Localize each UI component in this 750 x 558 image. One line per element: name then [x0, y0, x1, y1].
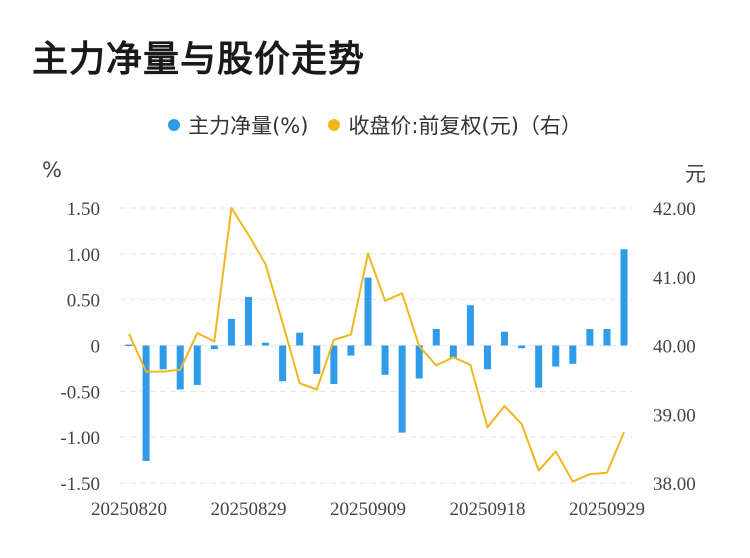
left-tick-label: -0.50 [60, 382, 100, 403]
net-flow-bar [501, 331, 509, 346]
close-price-line [128, 207, 625, 483]
legend-dot-net-flow [168, 119, 181, 131]
x-tick-label: 20250918 [449, 499, 525, 520]
net-flow-bar [330, 345, 338, 384]
left-tick-label: 0 [91, 337, 101, 358]
right-axis-unit: 元 [685, 162, 706, 186]
left-tick-label: -1.50 [60, 474, 100, 495]
net-flow-bar [415, 345, 423, 379]
net-flow-bar [398, 345, 406, 433]
right-tick-label: 41.00 [653, 268, 696, 289]
left-tick-label: -1.00 [60, 428, 100, 449]
net-flow-bar [210, 345, 218, 350]
net-flow-bar [620, 249, 628, 346]
x-tick-label: 20250909 [330, 499, 406, 520]
x-tick-label: 20250820 [91, 499, 167, 520]
net-flow-bar [296, 332, 304, 346]
net-flow-bar [227, 318, 235, 346]
net-flow-bar [603, 329, 611, 346]
legend-item-close-price[interactable]: 收盘价:前复权(元)（右） [328, 110, 582, 140]
net-flow-bar [569, 345, 577, 364]
left-tick-label: 1.50 [67, 199, 100, 220]
right-tick-label: 40.00 [653, 337, 696, 358]
legend-label-net-flow: 主力净量(%) [188, 114, 309, 138]
right-tick-label: 42.00 [653, 199, 696, 220]
net-flow-bar [262, 342, 270, 346]
net-flow-bar [193, 345, 201, 385]
left-axis-unit: % [42, 158, 62, 182]
net-flow-bar [466, 305, 474, 346]
right-tick-label: 38.00 [653, 474, 696, 495]
net-flow-bar [347, 345, 355, 356]
legend-dot-close-price [328, 119, 341, 131]
chart-title: 主力净量与股价走势 [32, 39, 366, 80]
legend-label-close-price: 收盘价:前复权(元)（右） [348, 114, 582, 138]
net-flow-bar [125, 344, 133, 347]
net-flow-bar [364, 277, 372, 346]
net-flow-bar [313, 345, 321, 374]
net-flow-bar [381, 345, 389, 375]
legend: 主力净量(%) 收盘价:前复权(元)（右） [0, 110, 750, 140]
net-flow-bar [518, 345, 526, 349]
right-tick-label: 39.00 [653, 405, 696, 426]
net-flow-bar [279, 345, 287, 382]
x-tick-label: 20250829 [210, 499, 286, 520]
net-flow-bar [449, 345, 457, 359]
net-flow-bar [159, 345, 167, 370]
net-flow-bar [483, 345, 491, 370]
net-flow-bar [552, 345, 560, 367]
net-flow-bar [142, 345, 150, 461]
net-flow-bar [432, 329, 440, 346]
x-tick-label: 20250929 [569, 499, 645, 520]
net-flow-bar [535, 345, 543, 388]
left-tick-label: 0.50 [67, 291, 100, 312]
left-tick-label: 1.00 [67, 245, 100, 266]
net-flow-bar [586, 329, 594, 346]
legend-item-net-flow[interactable]: 主力净量(%) [168, 110, 308, 140]
net-flow-bar [244, 296, 252, 346]
